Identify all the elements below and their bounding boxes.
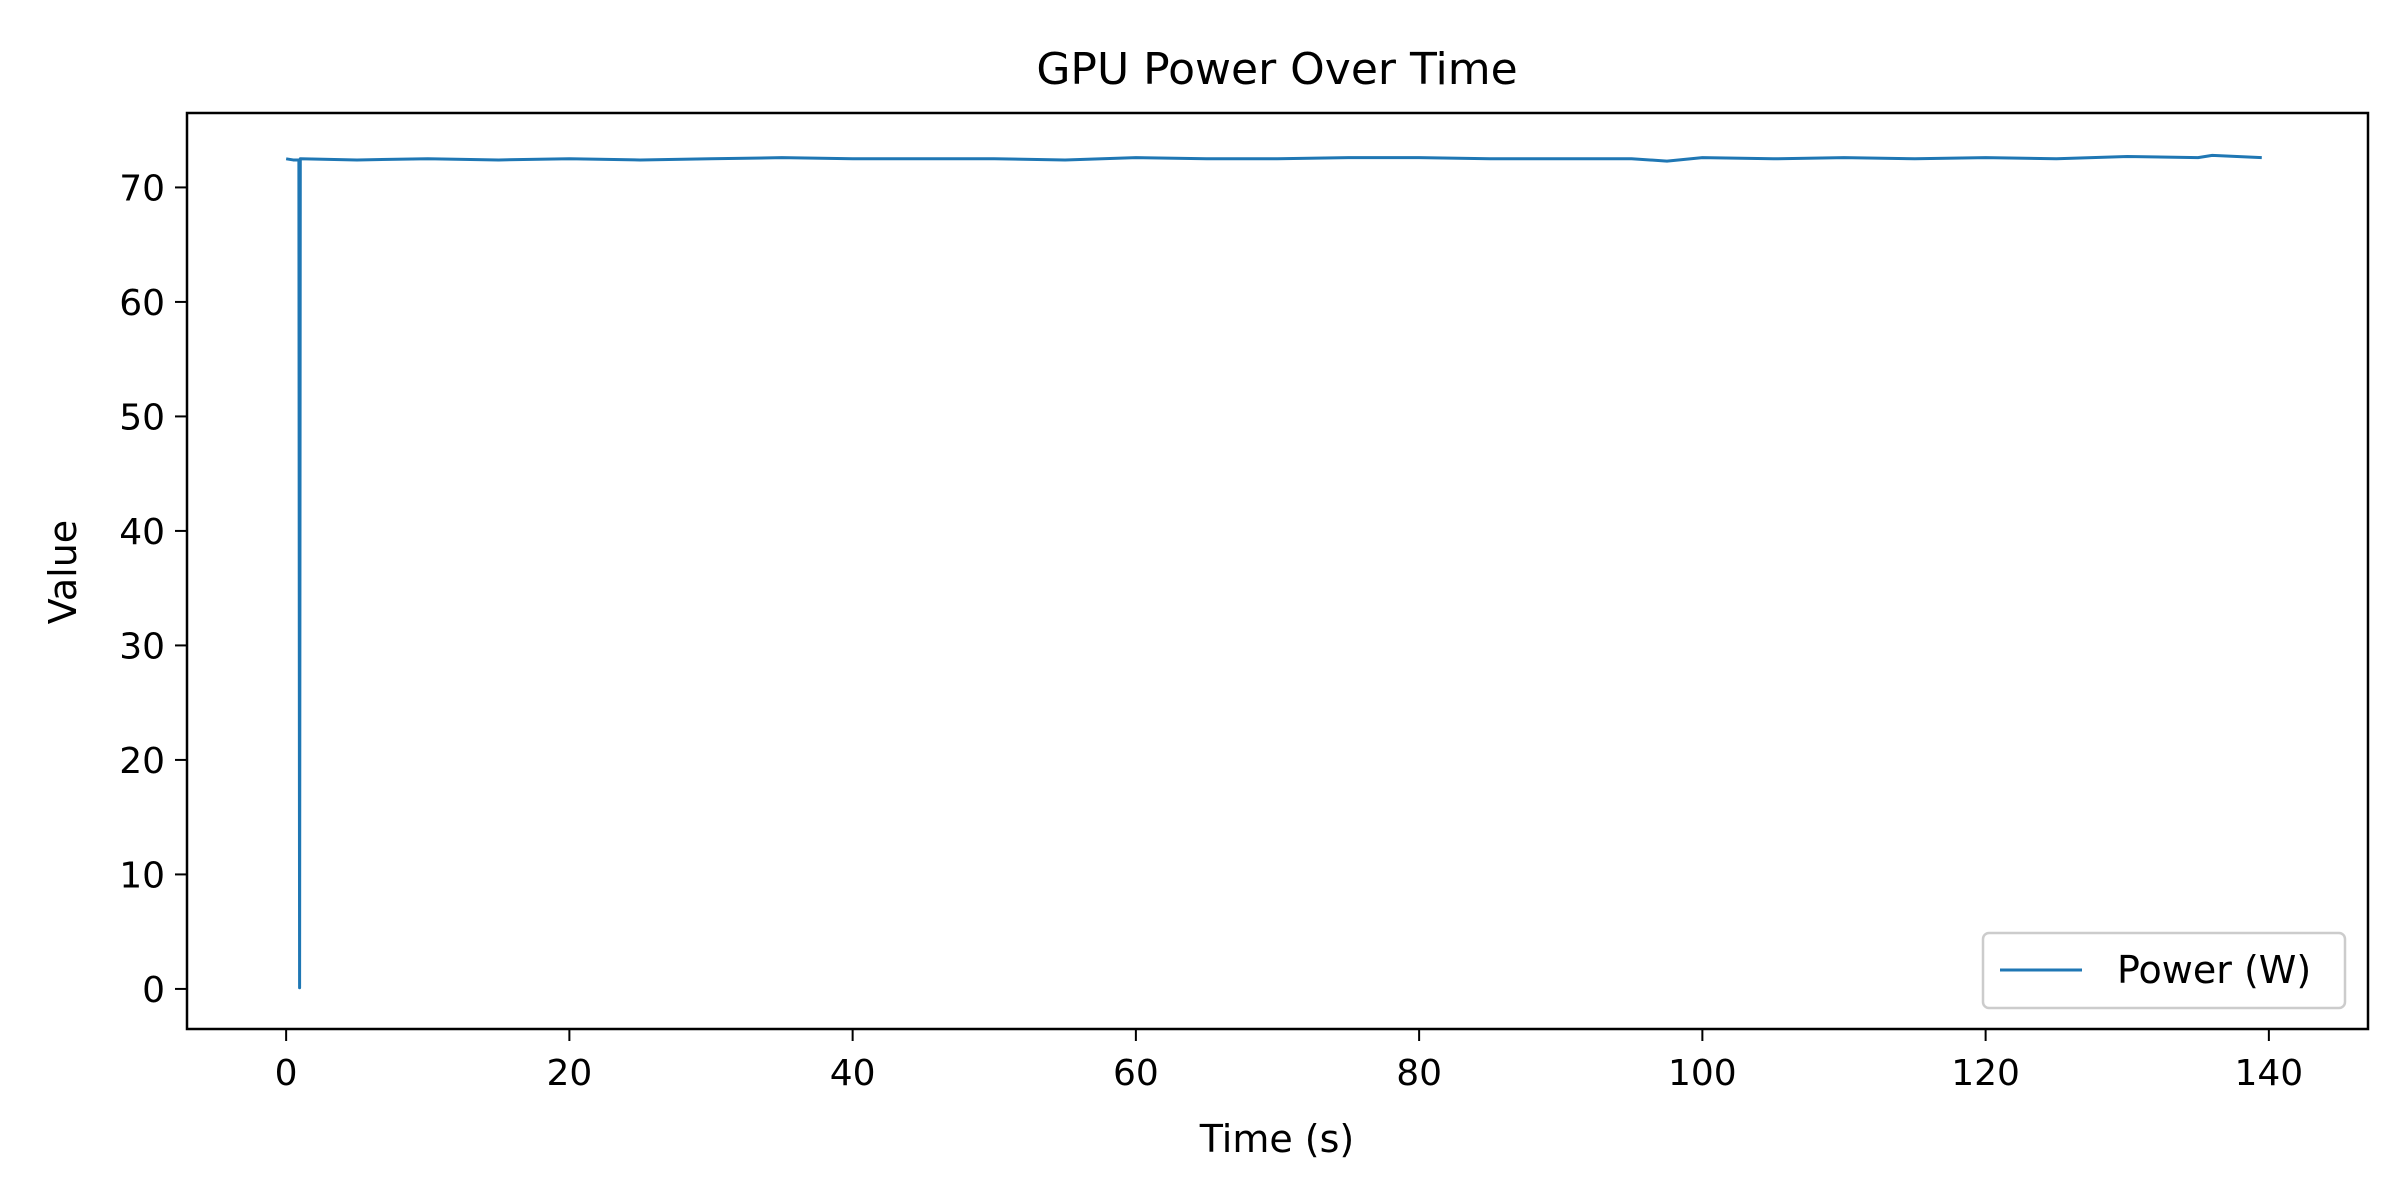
x-axis-label: Time (s): [1199, 1117, 1355, 1161]
x-axis: 0 20 40 60 80 100 120 140: [275, 1029, 2304, 1094]
y-tick-label: 40: [119, 512, 165, 553]
y-tick-label: 60: [119, 283, 165, 324]
y-tick-label: 20: [119, 741, 165, 782]
x-tick-label: 40: [830, 1053, 876, 1094]
series-layer: [285, 153, 2262, 990]
y-tick-label: 30: [119, 626, 165, 667]
legend: Power (W): [1981, 931, 2347, 1010]
legend-label-power: Power (W): [2117, 948, 2311, 992]
y-tick-label: 70: [119, 168, 165, 209]
series-line-power: [285, 153, 2262, 990]
x-tick-label: 140: [2235, 1053, 2304, 1094]
x-tick-label: 80: [1396, 1053, 1442, 1094]
x-tick-label: 100: [1668, 1053, 1737, 1094]
legend-box: [1981, 931, 2347, 1010]
x-tick-label: 0: [275, 1053, 298, 1094]
y-tick-label: 50: [119, 397, 165, 438]
y-tick-label: 10: [119, 855, 165, 896]
y-axis-label: Value: [41, 520, 85, 624]
x-tick-label: 60: [1113, 1053, 1159, 1094]
chart-title: GPU Power Over Time: [1036, 44, 1517, 95]
x-tick-label: 20: [546, 1053, 592, 1094]
x-tick-label: 120: [1951, 1053, 2020, 1094]
y-axis: 0 10 20 30 40 50 60 70: [119, 168, 187, 1011]
plot-frame: [185, 111, 2370, 1031]
y-tick-label: 0: [142, 970, 165, 1011]
